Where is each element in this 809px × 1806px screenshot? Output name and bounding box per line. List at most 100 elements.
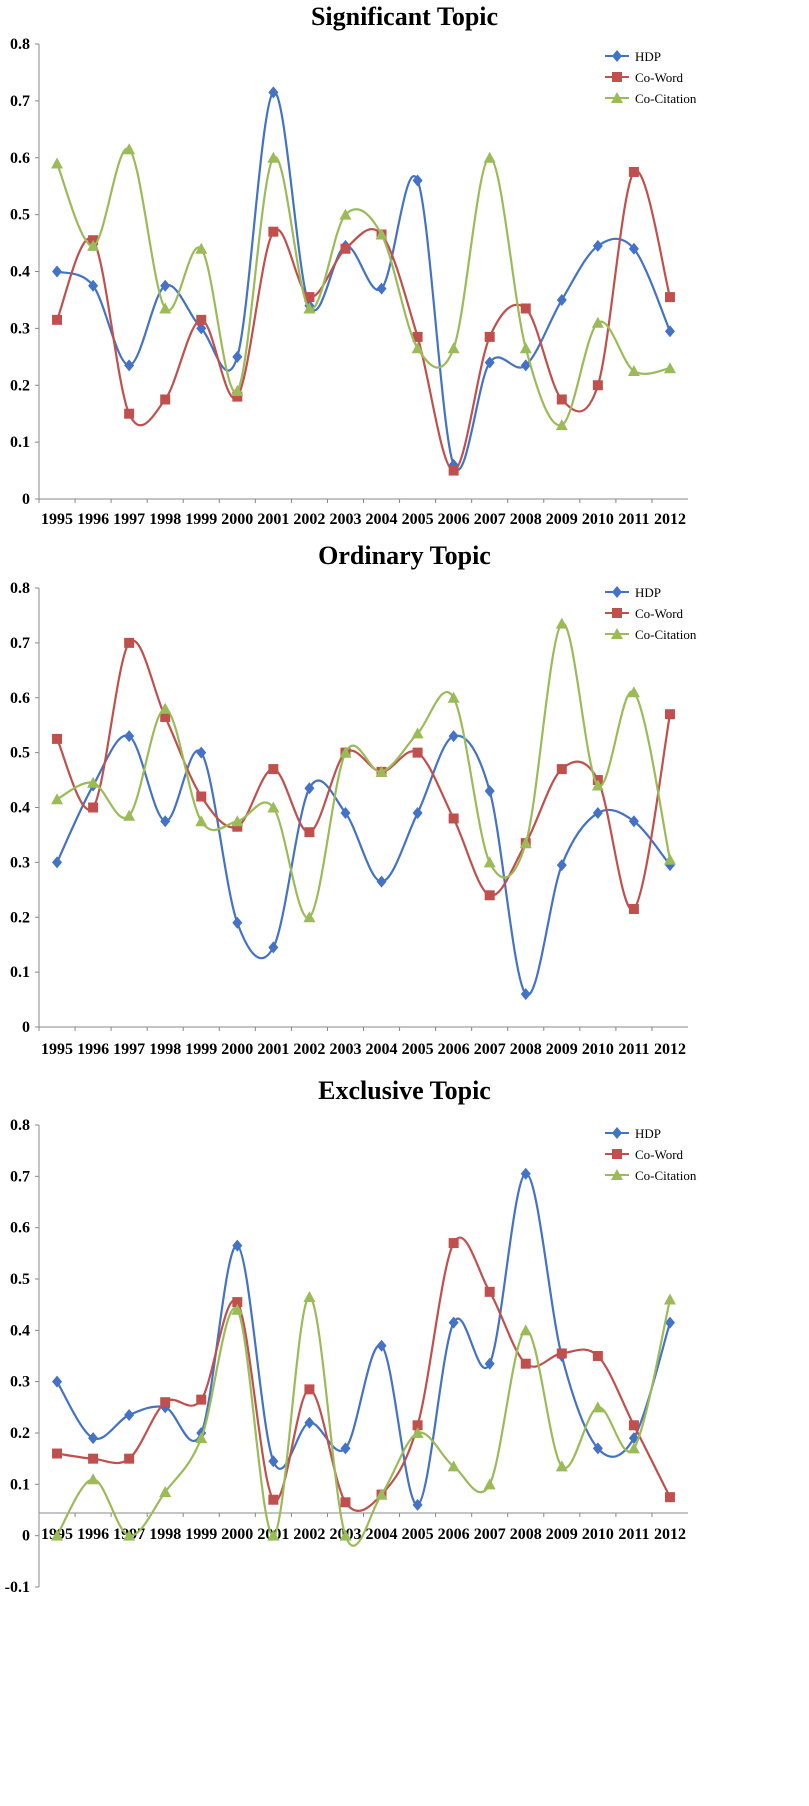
x-tick-label: 1999: [185, 1041, 217, 1058]
x-tick-label: 1997: [113, 1041, 145, 1058]
y-tick-label: 0.7: [10, 635, 30, 652]
x-tick-label: 2001: [257, 511, 289, 528]
x-tick-label: 2000: [221, 511, 253, 528]
y-tick-label: 0: [22, 491, 30, 508]
x-tick-label: 2010: [582, 1041, 614, 1058]
triangle-marker: [483, 151, 496, 163]
legend-item: HDP: [605, 1126, 661, 1141]
square-marker: [124, 637, 135, 648]
square-marker: [124, 408, 135, 419]
x-tick-label: 2009: [546, 511, 578, 528]
x-tick-label: 1996: [77, 511, 109, 528]
square-marker: [412, 1420, 423, 1431]
triangle-marker: [447, 691, 460, 703]
x-tick-label: 2007: [474, 511, 506, 528]
series-co-citation: [51, 617, 676, 923]
x-tick-label: 2006: [438, 1041, 470, 1058]
diamond-marker: [520, 1167, 531, 1180]
triangle-marker: [267, 151, 280, 163]
triangle-marker: [483, 1478, 496, 1490]
triangle-marker: [375, 765, 388, 777]
square-marker: [196, 1394, 207, 1405]
legend: HDP Co-Word Co-Citation: [605, 585, 697, 642]
triangle-marker: [87, 776, 100, 788]
y-tick-label: 0.8: [10, 580, 30, 597]
diamond-marker: [88, 1432, 99, 1445]
square-marker: [160, 394, 171, 405]
x-tick-label: 2011: [618, 1526, 649, 1543]
y-tick-label: -0.1: [5, 1579, 30, 1596]
diamond-marker: [664, 1316, 675, 1329]
square-marker: [232, 1297, 243, 1308]
series-co-citation: [51, 143, 676, 431]
square-marker: [160, 711, 171, 722]
square-marker: [304, 292, 315, 303]
x-tick-label: 2003: [329, 1041, 361, 1058]
triangle-marker: [591, 1401, 604, 1413]
triangle-marker: [159, 1486, 172, 1498]
x-tick-label: 2006: [438, 511, 470, 528]
square-marker: [232, 821, 243, 832]
diamond-marker: [304, 1416, 315, 1429]
square-marker: [556, 394, 567, 405]
legend-item: Co-Word: [605, 606, 684, 621]
triangle-marker: [231, 384, 244, 396]
x-tick-label: 2010: [582, 1526, 614, 1543]
triangle-marker: [663, 1293, 676, 1305]
triangle-marker: [267, 1529, 280, 1541]
diamond-marker: [376, 282, 387, 295]
diamond-marker: [232, 350, 243, 363]
square-marker: [412, 747, 423, 758]
square-marker: [612, 1149, 622, 1159]
x-tick-label: 1998: [149, 1041, 181, 1058]
triangle-marker: [611, 628, 623, 639]
triangle-marker: [87, 239, 100, 251]
diamond-marker: [52, 1375, 63, 1388]
legend-label: Co-Citation: [635, 91, 697, 106]
triangle-marker: [519, 342, 532, 354]
y-tick-label: 0.1: [10, 964, 30, 981]
series-hdp: [52, 1167, 675, 1511]
diamond-marker: [52, 265, 63, 278]
legend-label: Co-Word: [635, 70, 684, 85]
legend-item: HDP: [605, 49, 661, 64]
legend-item: Co-Citation: [605, 91, 697, 106]
y-tick-label: 0.3: [10, 854, 30, 871]
y-tick-label: 0.3: [10, 320, 30, 337]
triangle-marker: [303, 302, 316, 314]
square-marker: [88, 802, 99, 813]
legend-label: Co-Citation: [635, 1168, 697, 1183]
square-marker: [592, 1351, 603, 1361]
y-tick-label: 0.6: [10, 150, 30, 167]
y-tick-label: 0.7: [10, 93, 30, 110]
x-tick-label: 1996: [77, 1041, 109, 1058]
diamond-marker: [448, 730, 459, 743]
x-tick-label: 2008: [510, 1526, 542, 1543]
triangle-marker: [411, 1427, 424, 1438]
series-line: [56, 1295, 672, 1547]
legend-label: Co-Word: [635, 1147, 684, 1162]
y-tick-label: 0.1: [10, 1476, 30, 1493]
triangle-marker: [159, 702, 172, 714]
diamond-marker: [592, 806, 603, 819]
x-tick-label: 2012: [654, 511, 686, 528]
triangle-marker: [195, 815, 208, 827]
x-tick-label: 2007: [474, 1526, 506, 1543]
diamond-marker: [412, 174, 423, 187]
x-tick-label: 2002: [293, 1041, 325, 1058]
chart-exclusive-topic: Exclusive Topic -0.1 0 0.1 0.2 0.3 0.4 0.5 0.6 0…: [0, 1075, 809, 1806]
series-co-citation: [51, 1290, 676, 1547]
square-marker: [196, 314, 207, 325]
diamond-marker: [340, 806, 351, 819]
x-tick-label: 2009: [546, 1526, 578, 1543]
triangle-marker: [591, 779, 604, 791]
diamond-marker: [232, 916, 243, 929]
square-marker: [592, 380, 603, 391]
x-tick-label: 2006: [438, 1526, 470, 1543]
triangle-marker: [231, 815, 244, 827]
y-tick-label: 0.8: [10, 36, 30, 53]
triangle-marker: [555, 617, 568, 629]
diamond-marker: [124, 359, 135, 372]
